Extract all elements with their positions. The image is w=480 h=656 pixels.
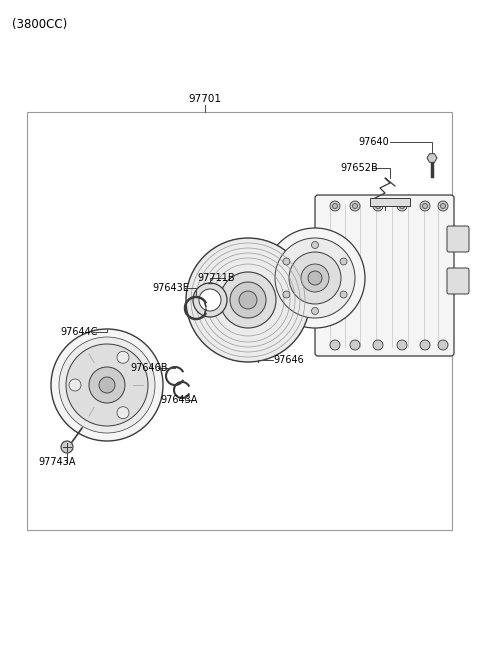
Circle shape — [340, 258, 347, 265]
Polygon shape — [427, 154, 437, 162]
Text: 97701: 97701 — [189, 94, 221, 104]
FancyBboxPatch shape — [315, 195, 454, 356]
Circle shape — [265, 228, 365, 328]
Circle shape — [308, 271, 322, 285]
Circle shape — [230, 282, 266, 318]
Circle shape — [397, 340, 407, 350]
Circle shape — [289, 252, 341, 304]
Text: (3800CC): (3800CC) — [12, 18, 67, 31]
Circle shape — [283, 291, 290, 298]
Text: 97640: 97640 — [358, 137, 389, 147]
Text: 97652B: 97652B — [340, 163, 378, 173]
FancyBboxPatch shape — [447, 268, 469, 294]
Text: 97646B: 97646B — [130, 363, 168, 373]
Circle shape — [117, 407, 129, 419]
Circle shape — [397, 201, 407, 211]
Circle shape — [420, 340, 430, 350]
Circle shape — [352, 203, 358, 209]
Circle shape — [220, 272, 276, 328]
Bar — [27, 112, 452, 530]
Bar — [370, 198, 410, 206]
Circle shape — [441, 203, 445, 209]
Text: 97711B: 97711B — [197, 273, 235, 283]
Circle shape — [438, 340, 448, 350]
Circle shape — [373, 201, 383, 211]
Circle shape — [186, 238, 310, 362]
Circle shape — [99, 377, 115, 393]
Circle shape — [420, 201, 430, 211]
Circle shape — [399, 203, 405, 209]
Circle shape — [59, 337, 155, 433]
Circle shape — [66, 344, 148, 426]
Circle shape — [283, 258, 290, 265]
Text: 97646: 97646 — [273, 355, 304, 365]
Circle shape — [333, 203, 337, 209]
Circle shape — [51, 329, 163, 441]
Circle shape — [340, 291, 347, 298]
Text: 97643A: 97643A — [160, 395, 197, 405]
Text: 97743A: 97743A — [38, 457, 75, 467]
Circle shape — [330, 340, 340, 350]
Circle shape — [69, 379, 81, 391]
Circle shape — [199, 289, 221, 311]
FancyBboxPatch shape — [447, 226, 469, 252]
Circle shape — [61, 441, 73, 453]
Text: 97644C: 97644C — [60, 327, 97, 337]
Circle shape — [330, 201, 340, 211]
Circle shape — [438, 201, 448, 211]
Circle shape — [239, 291, 257, 309]
Circle shape — [350, 201, 360, 211]
Circle shape — [301, 264, 329, 292]
Circle shape — [117, 351, 129, 363]
Circle shape — [312, 308, 319, 314]
Circle shape — [373, 340, 383, 350]
Circle shape — [375, 203, 381, 209]
Circle shape — [422, 203, 428, 209]
Circle shape — [193, 283, 227, 317]
Text: 97643E: 97643E — [152, 283, 189, 293]
Circle shape — [312, 241, 319, 249]
Circle shape — [350, 340, 360, 350]
Circle shape — [89, 367, 125, 403]
Circle shape — [275, 238, 355, 318]
